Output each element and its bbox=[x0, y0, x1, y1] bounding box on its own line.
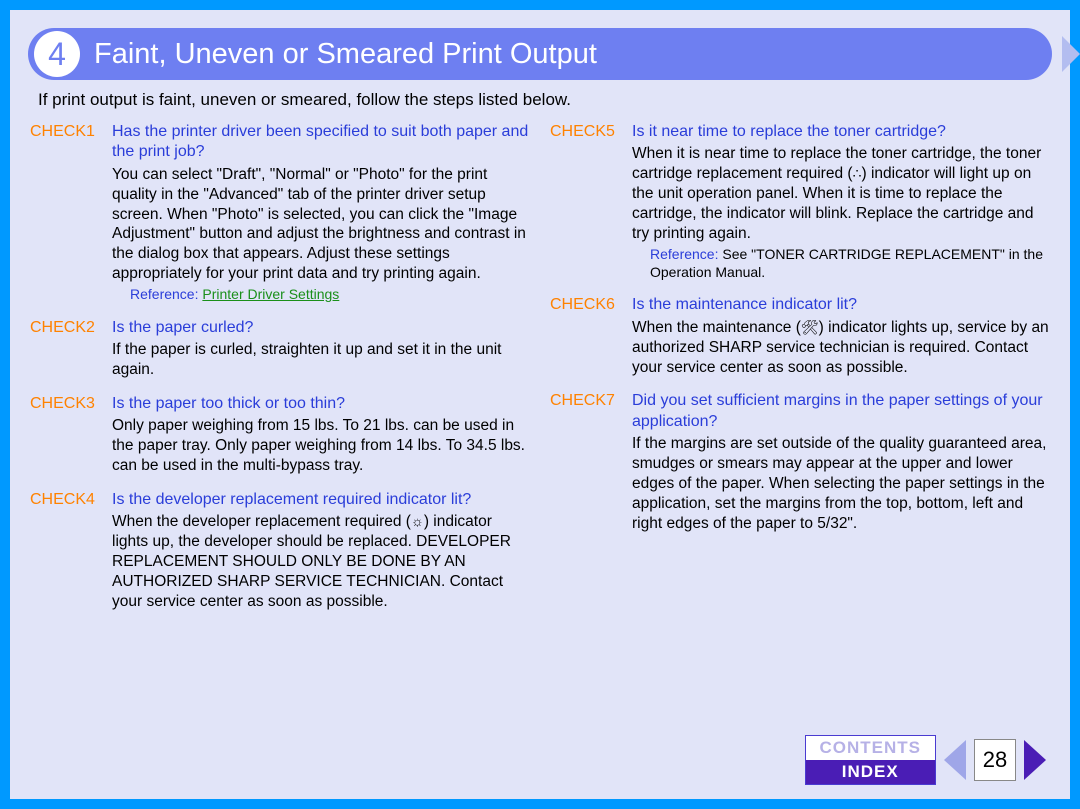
check-label: CHECK1 bbox=[30, 122, 112, 304]
check-question: Is the developer replacement required in… bbox=[112, 490, 530, 510]
header-arrow-icon bbox=[1062, 36, 1080, 72]
check-body: Is the developer replacement required in… bbox=[112, 490, 530, 612]
check-question: Has the printer driver been specified to… bbox=[112, 122, 530, 163]
check-answer: You can select "Draft", "Normal" or "Pho… bbox=[112, 165, 530, 284]
check-answer: When the developer replacement required … bbox=[112, 512, 530, 611]
check-label: CHECK3 bbox=[30, 394, 112, 476]
check-body: Is the paper too thick or too thin? Only… bbox=[112, 394, 530, 476]
developer-indicator-icon: ☼ bbox=[411, 513, 424, 531]
section-header: 4 Faint, Uneven or Smeared Print Output bbox=[28, 28, 1052, 80]
nav-box: CONTENTS INDEX bbox=[805, 735, 937, 785]
check-item: CHECK5 Is it near time to replace the to… bbox=[550, 122, 1050, 281]
maintenance-indicator-icon: 🛠 bbox=[801, 319, 819, 337]
check-body: Is it near time to replace the toner car… bbox=[632, 122, 1050, 281]
content-columns: CHECK1 Has the printer driver been speci… bbox=[30, 122, 1050, 626]
prev-page-icon[interactable] bbox=[944, 740, 966, 780]
check-body: Is the maintenance indicator lit? When t… bbox=[632, 295, 1050, 377]
check-item: CHECK1 Has the printer driver been speci… bbox=[30, 122, 530, 304]
reference-row: Reference: Printer Driver Settings bbox=[112, 286, 530, 304]
check-item: CHECK6 Is the maintenance indicator lit?… bbox=[550, 295, 1050, 377]
manual-page: 4 Faint, Uneven or Smeared Print Output … bbox=[10, 10, 1070, 799]
section-number-badge: 4 bbox=[34, 31, 80, 77]
check-label: CHECK5 bbox=[550, 122, 632, 281]
reference-link[interactable]: Printer Driver Settings bbox=[202, 286, 339, 302]
check-label: CHECK4 bbox=[30, 490, 112, 612]
check-question: Is the maintenance indicator lit? bbox=[632, 295, 1050, 315]
check-label: CHECK6 bbox=[550, 295, 632, 377]
section-number: 4 bbox=[48, 36, 66, 73]
reference-label: Reference: bbox=[650, 246, 718, 262]
answer-pre: When the developer replacement required … bbox=[112, 513, 411, 530]
check-answer: If the paper is curled, straighten it up… bbox=[112, 340, 530, 380]
check-question: Is the paper too thick or too thin? bbox=[112, 394, 530, 414]
check-question: Is it near time to replace the toner car… bbox=[632, 122, 1050, 142]
next-page-icon[interactable] bbox=[1024, 740, 1046, 780]
check-body: Has the printer driver been specified to… bbox=[112, 122, 530, 304]
check-body: Did you set sufficient margins in the pa… bbox=[632, 391, 1050, 533]
page-number: 28 bbox=[974, 739, 1016, 781]
check-item: CHECK2 Is the paper curled? If the paper… bbox=[30, 318, 530, 380]
reference-label: Reference: bbox=[130, 286, 198, 302]
check-question: Did you set sufficient margins in the pa… bbox=[632, 391, 1050, 432]
check-answer: When it is near time to replace the tone… bbox=[632, 144, 1050, 243]
check-item: CHECK4 Is the developer replacement requ… bbox=[30, 490, 530, 612]
check-question: Is the paper curled? bbox=[112, 318, 530, 338]
right-column: CHECK5 Is it near time to replace the to… bbox=[550, 122, 1050, 626]
check-answer: Only paper weighing from 15 lbs. To 21 l… bbox=[112, 416, 530, 475]
contents-button[interactable]: CONTENTS bbox=[806, 736, 936, 760]
section-title: Faint, Uneven or Smeared Print Output bbox=[94, 38, 597, 71]
left-column: CHECK1 Has the printer driver been speci… bbox=[30, 122, 530, 626]
index-button[interactable]: INDEX bbox=[806, 760, 936, 784]
check-item: CHECK3 Is the paper too thick or too thi… bbox=[30, 394, 530, 476]
check-body: Is the paper curled? If the paper is cur… bbox=[112, 318, 530, 380]
reference-row: Reference: See "TONER CARTRIDGE REPLACEM… bbox=[632, 246, 1050, 282]
check-item: CHECK7 Did you set sufficient margins in… bbox=[550, 391, 1050, 533]
check-answer: If the margins are set outside of the qu… bbox=[632, 434, 1050, 533]
intro-text: If print output is faint, uneven or smea… bbox=[38, 90, 1042, 110]
check-label: CHECK2 bbox=[30, 318, 112, 380]
check-answer: When the maintenance (🛠) indicator light… bbox=[632, 318, 1050, 377]
answer-pre: When the maintenance ( bbox=[632, 319, 801, 336]
check-label: CHECK7 bbox=[550, 391, 632, 533]
page-footer: CONTENTS INDEX 28 bbox=[805, 735, 1047, 785]
